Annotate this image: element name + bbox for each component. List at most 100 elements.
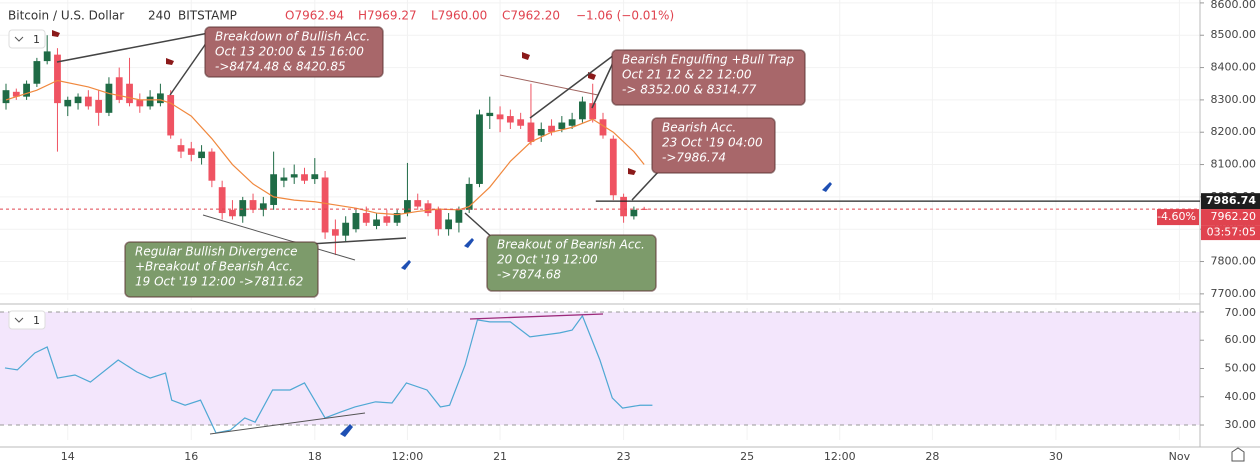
y-tick-label: 8600.00	[1211, 0, 1257, 11]
x-tick-label: 30	[1049, 450, 1063, 463]
annotation-text: Bearish Acc.	[662, 121, 736, 135]
annotation-text: Oct 21 12 & 22 12:00	[622, 68, 752, 82]
pane-legend[interactable]: 1	[8, 29, 46, 49]
last-price-box	[1201, 209, 1260, 226]
candle-body	[136, 99, 144, 107]
candle-body	[527, 122, 535, 142]
x-tick-label: 12:00	[392, 450, 424, 463]
close-value: C7962.20	[502, 9, 560, 23]
candle-body	[331, 229, 339, 236]
change-value: −1.06 (−0.01%)	[576, 9, 674, 23]
candle-body	[620, 196, 627, 217]
y-tick-label: 40.00	[1225, 390, 1257, 403]
candle-body	[476, 114, 483, 184]
candle-body	[259, 203, 267, 210]
candle-body	[558, 122, 566, 129]
candle-body	[12, 91, 20, 97]
candle-body	[280, 177, 288, 181]
candle-body	[352, 213, 360, 230]
annotation-pointer	[309, 237, 407, 245]
pane-toggle[interactable]	[8, 310, 46, 330]
candle-body	[568, 119, 576, 126]
y-tick-label: 50.00	[1225, 361, 1257, 374]
y-tick-label: 30.00	[1225, 418, 1257, 431]
candle-body	[2, 90, 10, 104]
bull-icon	[340, 424, 353, 437]
y-tick-label: 70.00	[1225, 306, 1257, 319]
bull-icon	[822, 182, 832, 192]
high-value: H7969.27	[358, 9, 417, 23]
x-tick-label: 25	[740, 450, 754, 463]
candle-body	[105, 83, 113, 113]
bear-icon	[52, 30, 60, 37]
pane-toggle[interactable]	[8, 29, 46, 49]
candle-body	[630, 209, 638, 217]
candle-body	[270, 174, 278, 205]
pane-legend[interactable]: 1	[8, 310, 46, 330]
candle-body	[496, 114, 504, 120]
candle-body	[64, 99, 72, 107]
annotation-text: +Breakout of Bearish Acc.	[135, 260, 293, 274]
bear-icon	[588, 72, 596, 80]
interval: 240	[148, 9, 171, 23]
bull-icon	[401, 260, 411, 270]
candle-body	[548, 125, 555, 133]
candle-body	[54, 54, 61, 104]
bear-icon	[522, 52, 530, 60]
candle-body	[609, 138, 617, 196]
candle-body	[74, 96, 82, 104]
candle-body	[321, 177, 329, 233]
bear-icons	[52, 30, 636, 175]
x-tick-label: Nov	[1169, 450, 1191, 463]
candle-body	[290, 174, 298, 178]
annotation-pointer	[631, 169, 661, 201]
change-box	[1157, 209, 1199, 226]
x-tick-label: 23	[617, 450, 631, 463]
x-tick-label: 28	[925, 450, 939, 463]
annotation-text: Bearish Engulfing +Bull Trap	[622, 53, 795, 67]
candle-body	[218, 187, 226, 214]
change-label: -4.60%	[1157, 210, 1196, 223]
last-price-label: 7962.20	[1211, 210, 1257, 223]
annotation-text: Regular Bullish Divergence	[135, 245, 297, 259]
trend-line	[469, 313, 604, 320]
candle-body	[434, 209, 442, 230]
candle-body	[167, 95, 175, 136]
candle-body	[208, 151, 216, 181]
annotation-text: Breakdown of Bullish Acc.	[215, 30, 370, 44]
bull-icon	[464, 238, 474, 248]
candle-body	[157, 93, 164, 104]
candle-body	[301, 174, 308, 181]
annotation-pointer	[56, 31, 215, 63]
annotation-text: 19 Oct '19 12:00 ->7811.62	[135, 275, 303, 289]
chevron	[14, 317, 24, 323]
annotation-text: Breakout of Bearish Acc.	[497, 238, 645, 252]
candle-body	[187, 148, 195, 155]
bear-icon	[628, 168, 636, 175]
candle-body	[599, 119, 607, 136]
symbol: Bitcoin / U.S. Dollar	[8, 9, 124, 23]
candle-body	[342, 222, 350, 236]
annotation-box	[204, 26, 384, 78]
candle-body	[229, 209, 236, 217]
plot	[0, 35, 1200, 434]
x-tick-label: 12:00	[824, 450, 856, 463]
settings-icon[interactable]	[1231, 447, 1245, 462]
axes: 14 16 18 12:00 21 23 25 12:00 28 30 Nov 7700.00 7800…	[61, 0, 1260, 463]
candle-body	[455, 209, 463, 223]
candle-body	[393, 213, 401, 223]
bear-icon	[166, 58, 174, 65]
candle-body	[445, 219, 453, 230]
candle-body	[33, 61, 41, 84]
moving-average	[5, 79, 645, 216]
x-tick-label: 16	[184, 450, 198, 463]
candle-body	[404, 200, 411, 214]
x-tick-label: 14	[61, 450, 75, 463]
y-tick-label: 8100.00	[1211, 158, 1257, 171]
y-tick-label: 8400.00	[1211, 61, 1257, 74]
grid	[0, 0, 1200, 440]
candle-body	[249, 200, 257, 210]
candle-body	[115, 77, 123, 100]
candle-body	[126, 83, 133, 104]
annotation-box	[651, 117, 776, 174]
